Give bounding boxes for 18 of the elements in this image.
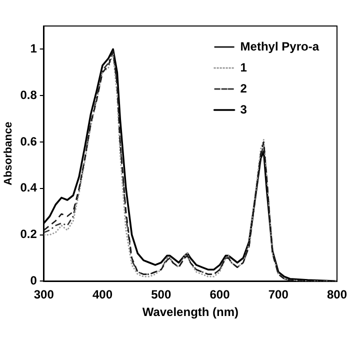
x-tick-label: 300 xyxy=(34,288,54,302)
y-tick-label: 0 xyxy=(30,274,38,288)
x-tick-label: 700 xyxy=(268,288,289,302)
y-axis-title: Absorbance xyxy=(2,122,15,186)
y-tick-label: 0.6 xyxy=(20,134,38,148)
legend-label: Methyl Pyro-a xyxy=(240,39,320,54)
x-tick-label: 500 xyxy=(151,288,172,302)
y-tick-label: 0.2 xyxy=(20,227,38,242)
legend-label: 3 xyxy=(240,102,248,116)
x-tick-label: 400 xyxy=(92,288,113,302)
legend-label: 1 xyxy=(240,60,248,74)
y-tick-label: 0.8 xyxy=(20,88,38,102)
x-axis-title: Wavelength (nm) xyxy=(142,305,239,320)
y-tick-label: 0.4 xyxy=(20,180,38,195)
x-tick-label: 600 xyxy=(210,288,230,302)
x-tick-label: 800 xyxy=(326,288,348,302)
y-tick-label: 1 xyxy=(30,42,38,56)
legend-label: 2 xyxy=(240,81,248,96)
